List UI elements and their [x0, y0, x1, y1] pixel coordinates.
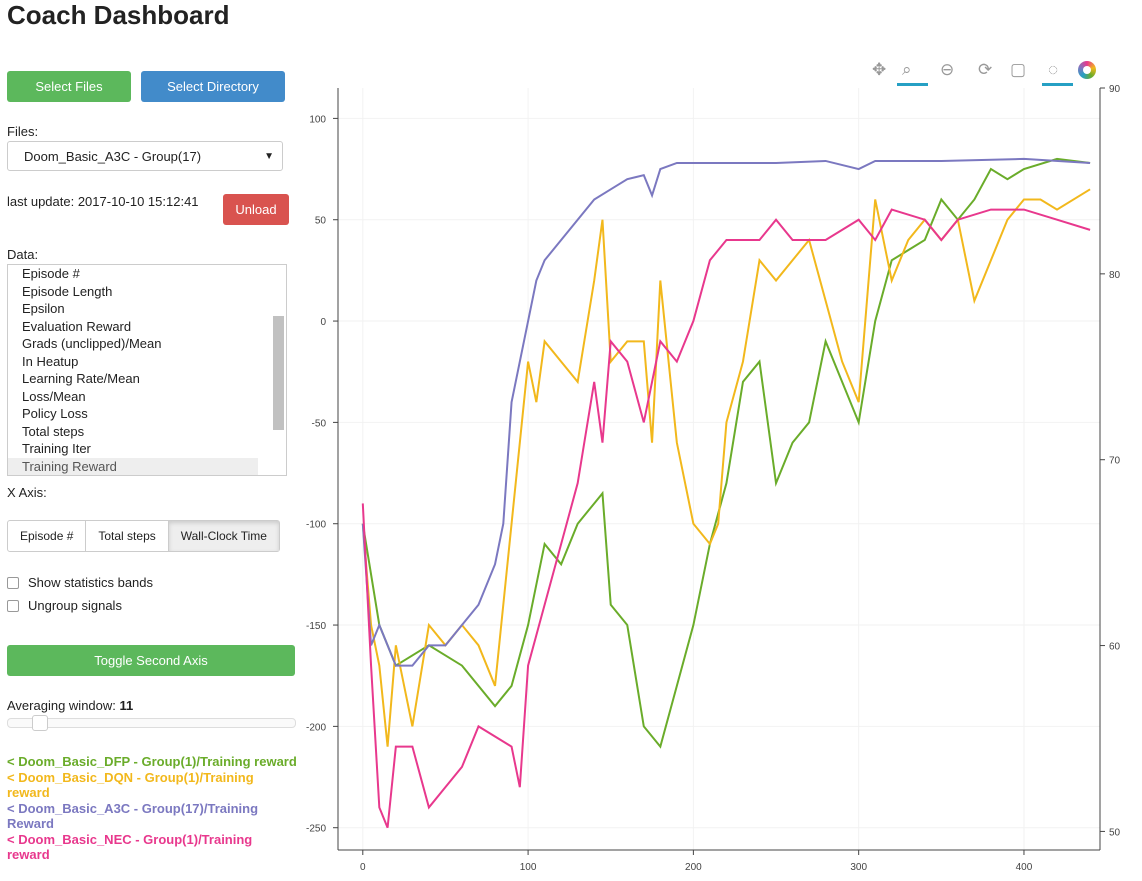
- data-list-item[interactable]: In Heatup: [22, 353, 79, 369]
- data-list-item[interactable]: Training Iter: [22, 441, 91, 456]
- x-tick-label: 0: [360, 862, 366, 873]
- series-line: [361, 157, 1091, 749]
- tab-episode[interactable]: Episode #: [8, 521, 87, 551]
- active-tool-indicator: [897, 83, 928, 86]
- files-select[interactable]: Doom_Basic_A3C - Group(17) ▼: [7, 141, 283, 171]
- data-list-item[interactable]: Episode Length: [22, 283, 113, 299]
- averaging-label: Averaging window:: [7, 698, 116, 713]
- x-tick-label: 300: [850, 862, 867, 873]
- stat-bands-label: Show statistics bands: [28, 575, 154, 590]
- box-zoom-icon[interactable]: ⌕: [902, 60, 912, 79]
- last-update: last update: 2017-10-10 15:12:41: [7, 194, 199, 209]
- y-tick-label: 50: [315, 216, 327, 227]
- unload-button[interactable]: Unload: [223, 194, 289, 225]
- averaging-slider[interactable]: [7, 715, 296, 731]
- data-list-item[interactable]: Training Reward: [8, 457, 258, 475]
- y-tick-label: 0: [320, 317, 326, 328]
- y-tick-label: -200: [306, 722, 326, 733]
- bokeh-logo-icon[interactable]: [1078, 61, 1096, 79]
- x-tick-label: 100: [520, 862, 537, 873]
- legend-item[interactable]: < Doom_Basic_DFP - Group(1)/Training rew…: [7, 754, 297, 769]
- data-list-item[interactable]: Epsilon: [22, 301, 65, 316]
- reset-icon[interactable]: ⟳: [978, 60, 993, 79]
- legend: < Doom_Basic_DFP - Group(1)/Training rew…: [7, 754, 297, 863]
- data-list-item[interactable]: Policy Loss: [22, 406, 88, 421]
- select-directory-button[interactable]: Select Directory: [141, 71, 285, 102]
- data-list-item[interactable]: Grads (unclipped)/Mean: [22, 336, 162, 351]
- page-title: Coach Dashboard: [7, 0, 230, 30]
- y2-tick-label: 50: [1109, 827, 1121, 838]
- data-list-item[interactable]: Evaluation Reward: [22, 318, 132, 334]
- hover-icon[interactable]: ◌: [1048, 60, 1059, 79]
- data-list-item[interactable]: Total steps: [22, 423, 85, 439]
- data-list-item[interactable]: Learning Rate/Mean: [22, 371, 140, 386]
- toggle-second-axis-button[interactable]: Toggle Second Axis: [7, 645, 295, 676]
- series-line: [361, 157, 1091, 667]
- data-list[interactable]: Episode # Episode Length Epsilon Evaluation…: [7, 264, 287, 476]
- y2-tick-label: 80: [1109, 270, 1121, 281]
- data-list-item[interactable]: Episode #: [22, 266, 80, 281]
- x-tick-label: 200: [685, 862, 702, 873]
- y2-tick-label: 60: [1109, 642, 1121, 653]
- y-tick-label: 100: [309, 114, 326, 125]
- x-axis-label: X Axis:: [7, 485, 47, 500]
- stat-bands-checkbox[interactable]: Show statistics bands: [7, 575, 153, 590]
- tab-wall-clock-time[interactable]: Wall-Clock Time: [168, 521, 279, 551]
- data-list-item[interactable]: Loss/Mean: [22, 388, 86, 404]
- slider-handle[interactable]: [32, 715, 48, 731]
- pan-icon[interactable]: ✥: [872, 60, 887, 79]
- averaging-value: 11: [119, 698, 134, 713]
- y2-tick-label: 70: [1109, 456, 1121, 467]
- y-tick-label: -50: [312, 418, 327, 429]
- x-axis-tabs: Episode # Total steps Wall-Clock Time: [7, 520, 280, 552]
- series-line: [361, 208, 1091, 829]
- series-line: [361, 188, 1091, 747]
- y-tick-label: -250: [306, 824, 326, 835]
- wheel-zoom-icon[interactable]: ⊖: [940, 60, 955, 79]
- x-tick-label: 400: [1016, 862, 1033, 873]
- files-selected: Doom_Basic_A3C - Group(17): [24, 149, 202, 164]
- legend-item[interactable]: < Doom_Basic_NEC - Group(1)/Training rew…: [7, 831, 253, 863]
- select-files-button[interactable]: Select Files: [7, 71, 131, 102]
- dropdown-arrow-icon: ▼: [264, 151, 274, 162]
- legend-item[interactable]: < Doom_Basic_DQN - Group(1)/Training rew…: [7, 769, 254, 801]
- ungroup-label: Ungroup signals: [28, 598, 122, 613]
- data-label: Data:: [7, 247, 39, 262]
- y-tick-label: -100: [306, 520, 326, 531]
- active-tool-indicator: [1042, 83, 1073, 86]
- checkbox-icon: [7, 599, 19, 612]
- ungroup-checkbox[interactable]: Ungroup signals: [7, 598, 122, 613]
- save-icon[interactable]: ▢: [1010, 60, 1027, 79]
- y2-tick-label: 90: [1109, 84, 1121, 95]
- y-tick-label: -150: [306, 621, 326, 632]
- checkbox-icon: [7, 576, 19, 589]
- tab-total-steps[interactable]: Total steps: [86, 521, 169, 551]
- files-label: Files:: [7, 124, 39, 139]
- scrollbar-thumb[interactable]: [273, 316, 284, 430]
- legend-item[interactable]: < Doom_Basic_A3C - Group(17)/Training Re…: [7, 800, 259, 832]
